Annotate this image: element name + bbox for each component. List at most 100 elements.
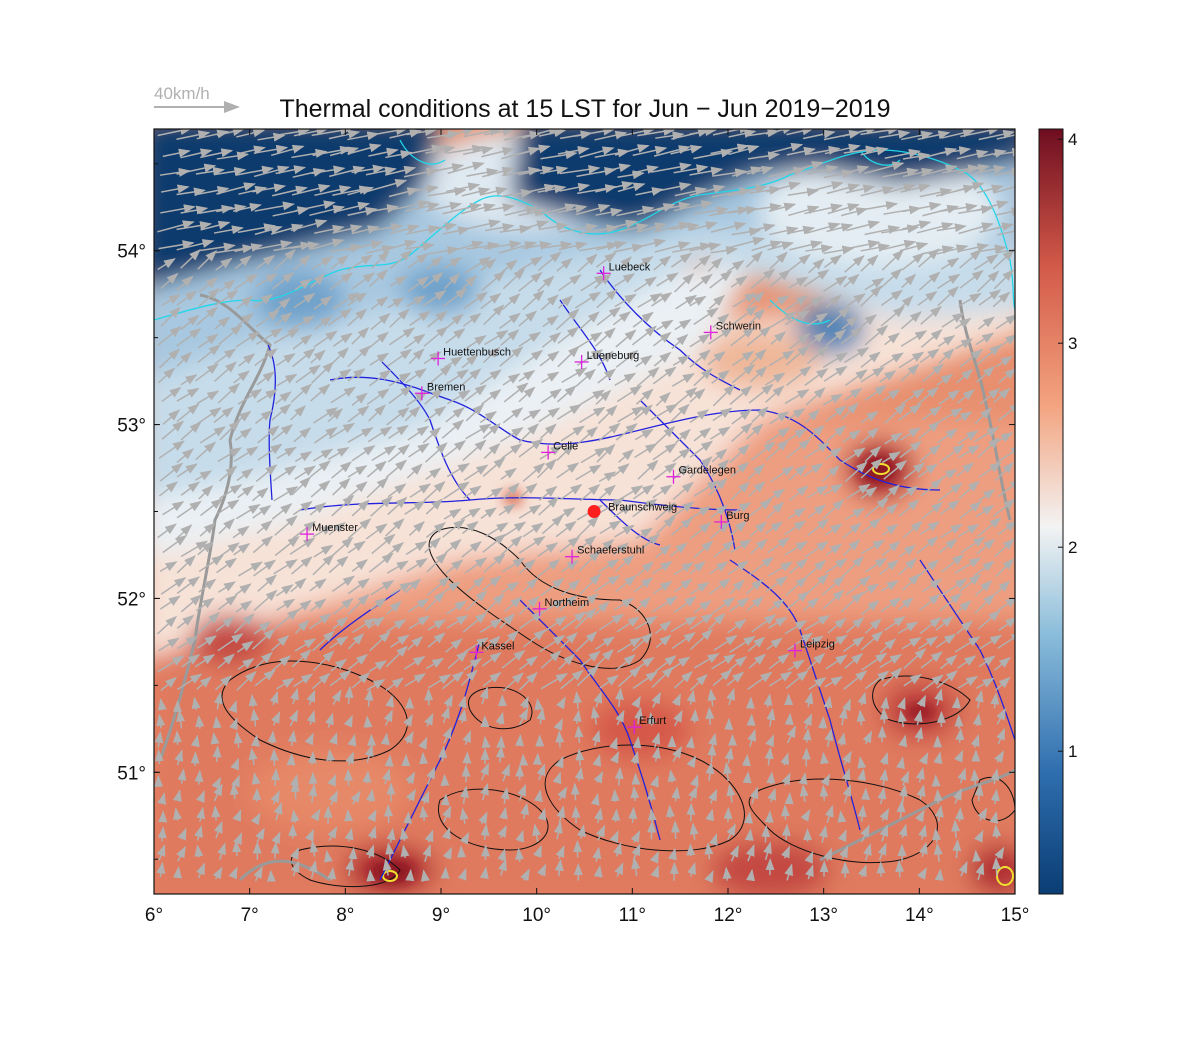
wind-arrow [370, 222, 404, 232]
wind-arrow [579, 406, 606, 424]
wind-arrow [273, 248, 296, 272]
wind-arrow [882, 167, 920, 178]
wind-arrow [693, 307, 719, 325]
wind-arrow [446, 144, 485, 154]
wind-arrow [252, 183, 287, 193]
wind-arrow [693, 367, 713, 387]
city-label: Schwerin [716, 320, 761, 332]
wind-arrow [332, 292, 360, 310]
wind-arrow [158, 240, 195, 250]
wind-arrow [787, 187, 820, 197]
wind-arrow [274, 297, 291, 312]
wind-arrow [482, 166, 515, 178]
wind-arrow [978, 129, 1015, 141]
wind-arrow [675, 294, 698, 310]
wind-arrow [518, 220, 549, 231]
wind-arrow [313, 330, 338, 348]
city-label: Kassel [481, 640, 514, 652]
wind-arrow [901, 252, 925, 271]
wind-arrow [634, 256, 654, 269]
wind-arrow [540, 150, 578, 160]
wind-arrow [823, 365, 848, 382]
wind-arrow [806, 345, 829, 365]
wind-arrow [804, 368, 829, 386]
wind-arrow [785, 345, 810, 366]
wind-arrow [902, 167, 934, 178]
wind-arrow [292, 334, 313, 350]
wind-arrow [840, 327, 863, 345]
wind-arrow [522, 240, 553, 250]
wind-arrow [333, 201, 371, 213]
wind-arrow [843, 239, 881, 251]
wind-arrow [388, 372, 412, 387]
wind-arrow [841, 315, 859, 330]
wind-arrow [938, 407, 963, 423]
wind-arrow [731, 364, 756, 384]
wind-arrow [180, 205, 209, 215]
wind-arrow [617, 182, 646, 193]
wind-arrow [653, 221, 691, 233]
wind-arrow [310, 383, 331, 402]
wind-arrow [314, 185, 352, 197]
wind-arrow [314, 315, 333, 330]
wind-arrow [670, 144, 703, 155]
wind-arrow [860, 367, 885, 383]
wind-arrow [951, 819, 961, 838]
wind-arrow [575, 368, 596, 387]
wind-arrow [860, 185, 895, 197]
wind-arrow [615, 329, 637, 348]
wind-arrow [502, 407, 524, 424]
wind-arrow [481, 186, 509, 196]
wind-arrow [557, 345, 580, 368]
wind-arrow [556, 257, 573, 272]
map-plot-area: Luebeck Schwerin Huettenbusch Lueneburg Brem… [154, 129, 1015, 894]
wind-arrow [559, 164, 601, 175]
wind-arrow [232, 370, 250, 384]
wind-arrow [330, 386, 357, 404]
wind-arrow [594, 130, 628, 141]
wind-arrow [707, 257, 723, 272]
wind-arrow [656, 319, 674, 331]
wind-arrow [689, 242, 722, 252]
wind-arrow [970, 768, 980, 786]
wind-arrow [882, 239, 917, 251]
wind-arrow [612, 311, 632, 326]
wind-arrow [671, 333, 689, 350]
wind-arrow [940, 202, 978, 213]
wind-arrow [765, 129, 795, 135]
wind-arrow [595, 240, 627, 251]
wind-arrow [594, 273, 612, 289]
wind-arrow [920, 164, 958, 177]
wind-arrow [254, 255, 276, 270]
wind-scale-label: 40km/h [154, 84, 210, 103]
wind-arrow [939, 146, 972, 156]
wind-arrow [747, 291, 765, 309]
wind-arrow [665, 804, 675, 819]
wind-arrow [501, 259, 518, 273]
wind-arrow [807, 331, 826, 347]
wind-arrow [764, 372, 786, 386]
wind-arrow [769, 269, 791, 288]
wind-arrow [881, 224, 920, 234]
wind-arrow [628, 806, 638, 823]
wind-arrow [176, 403, 200, 423]
wind-arrow [293, 129, 329, 137]
wind-arrow [730, 327, 755, 347]
wind-arrow [518, 207, 547, 217]
wind-arrow [860, 243, 891, 252]
wind-arrow [443, 272, 461, 290]
wind-arrow [351, 392, 368, 407]
lon-tick-label: 7° [241, 905, 259, 926]
wind-arrow [781, 823, 791, 841]
wind-arrow [636, 366, 660, 387]
wind-arrow [843, 145, 878, 155]
wind-arrow [232, 202, 262, 213]
wind-arrow [860, 254, 879, 272]
wind-arrow [785, 161, 824, 174]
wind-arrow [518, 165, 555, 176]
wind-arrow [617, 256, 632, 271]
wind-arrow [161, 386, 182, 403]
wind-arrow [975, 164, 1006, 174]
wind-arrow [310, 349, 326, 364]
wind-arrow [461, 354, 479, 369]
